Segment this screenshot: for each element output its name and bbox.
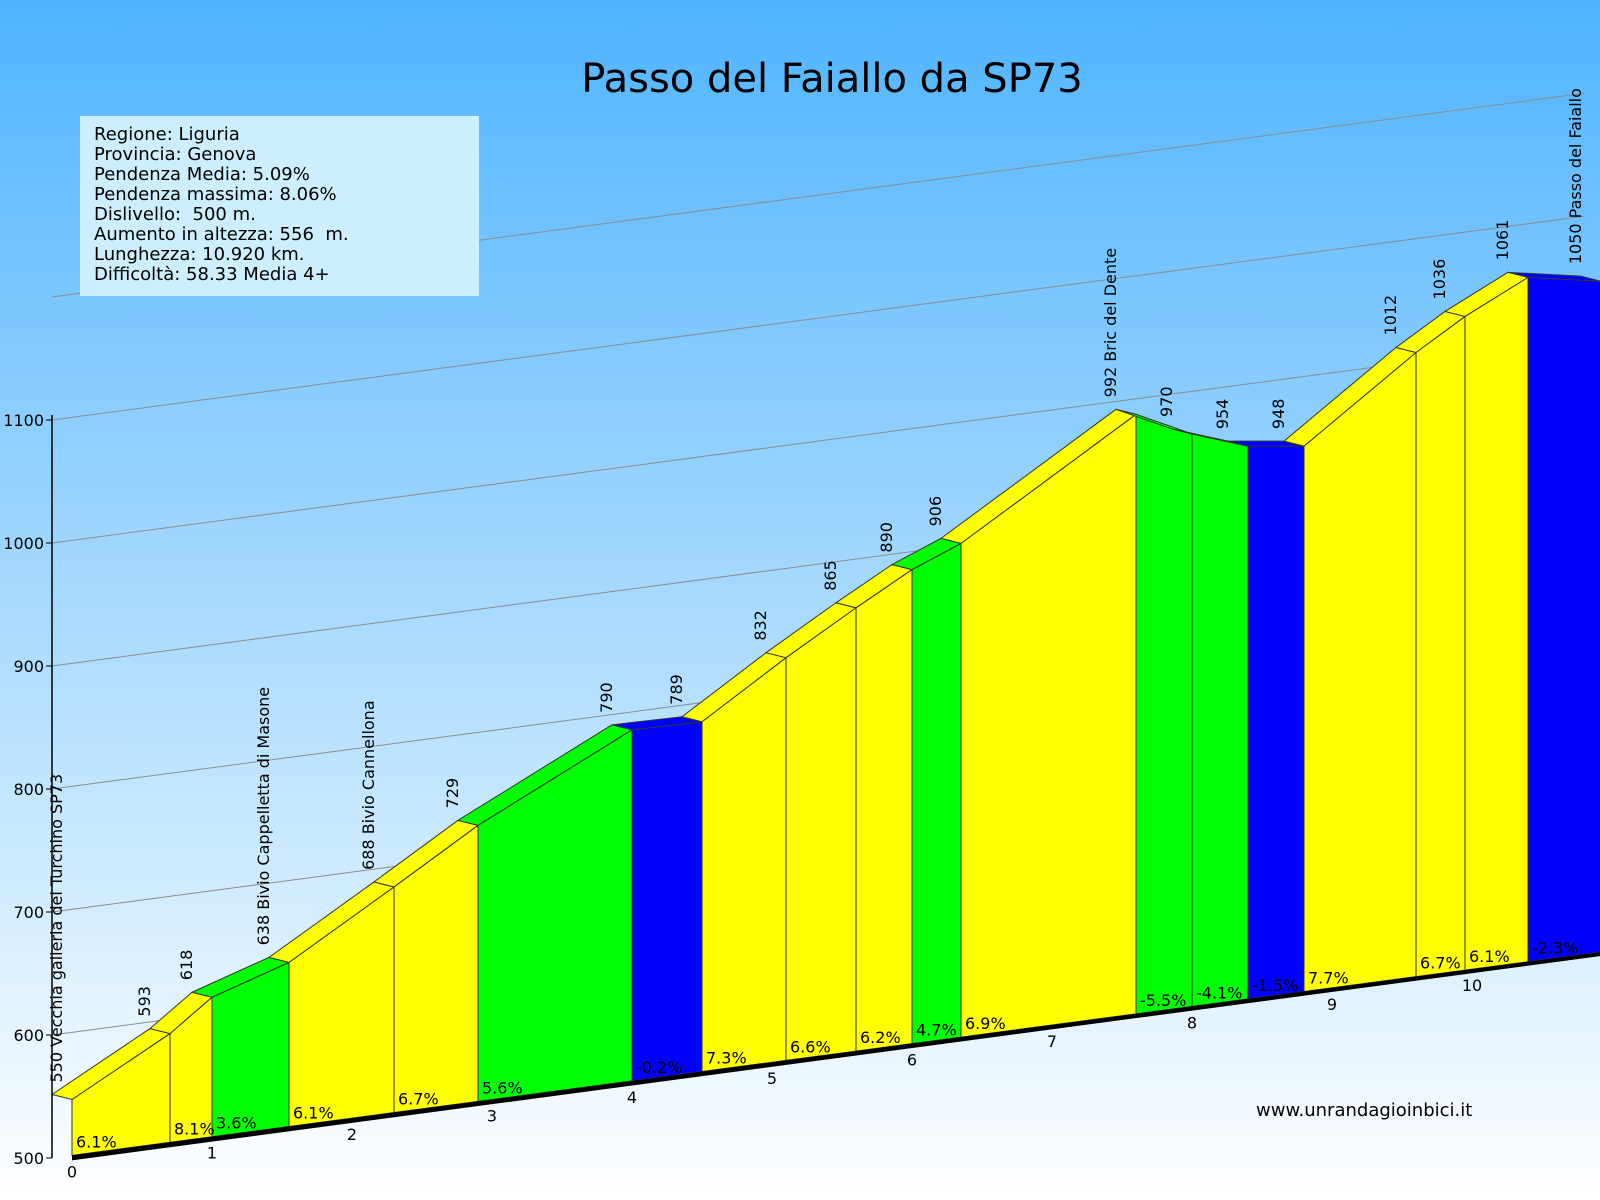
gradient-label: 7.3% <box>706 1049 747 1068</box>
x-tick-label: 0 <box>67 1162 77 1181</box>
info-line: Regione: Liguria <box>94 124 240 145</box>
gradient-label: 6.1% <box>1469 947 1510 966</box>
info-line: Pendenza massima: 8.06% <box>94 184 337 205</box>
segment-face <box>1135 413 1193 1015</box>
x-tick-label: 1 <box>207 1144 217 1163</box>
gridline <box>51 338 1586 544</box>
point-label: 1036 <box>1430 259 1449 300</box>
x-tick-label: 9 <box>1327 995 1337 1014</box>
segment-face <box>1191 433 1249 1007</box>
gradient-label: -5.5% <box>1140 991 1186 1010</box>
point-label: 890 <box>877 522 896 553</box>
point-label: 1050 Passo del Faiallo <box>1566 88 1585 264</box>
point-label: 618 <box>177 950 196 981</box>
gradient-label: -1.5% <box>1252 976 1298 995</box>
info-line: Aumento in altezza: 556 m. <box>94 224 349 245</box>
point-label: 688 Bivio Cannellona <box>359 700 378 870</box>
credit-link[interactable]: www.unrandagioinbici.it <box>1256 1100 1473 1121</box>
gradient-label: 5.6% <box>482 1078 523 1097</box>
point-label: 992 Bric del Dente <box>1101 248 1120 397</box>
gridline <box>51 215 1586 421</box>
point-labels: 6.1% 8.1% 3.6% 6.1% 6.7% 5.6% -0.2% 7.3% 6.6% 6.2… <box>47 88 1585 1151</box>
y-tick-label: 600 <box>13 1026 44 1045</box>
gradient-label: -2.3% <box>1532 939 1578 958</box>
y-tick-label: 900 <box>13 657 44 676</box>
point-label: 638 Bivio Cappelletta di Masone <box>254 687 273 946</box>
gradient-label: 6.7% <box>398 1090 439 1109</box>
point-label: 970 <box>1157 386 1176 417</box>
point-label: 1012 <box>1381 295 1400 336</box>
gradient-label: 6.2% <box>860 1028 901 1047</box>
x-tick-label: 7 <box>1047 1032 1057 1051</box>
gradient-label: 6.9% <box>965 1014 1006 1033</box>
segment-face <box>855 568 913 1052</box>
segment-face <box>1247 445 1305 1000</box>
x-tick-label: 3 <box>487 1106 497 1125</box>
segment-face <box>785 606 857 1061</box>
segment-face <box>1415 315 1466 978</box>
point-label: 832 <box>751 610 770 641</box>
point-label: 550 Vecchia galleria del Turchino SP73 <box>47 774 66 1083</box>
point-label: 729 <box>443 778 462 809</box>
segment-face <box>1464 276 1529 971</box>
segment-face <box>1303 351 1417 993</box>
x-axis <box>72 952 1600 1161</box>
gradient-label: 7.7% <box>1308 968 1349 987</box>
segment-face <box>701 656 787 1073</box>
x-tick-label: 8 <box>1187 1013 1197 1032</box>
point-label: 954 <box>1213 399 1232 430</box>
info-line: Pendenza Media: 5.09% <box>94 164 310 185</box>
profile-body <box>50 271 1600 1156</box>
gradient-label: 6.7% <box>1420 954 1461 973</box>
y-tick-label: 1000 <box>3 534 44 553</box>
gradient-label: -4.1% <box>1196 983 1242 1002</box>
x-tick-label: 10 <box>1462 976 1482 995</box>
x-tick-label: 6 <box>907 1051 917 1070</box>
point-label: 865 <box>821 560 840 591</box>
point-label: 1061 <box>1493 220 1512 261</box>
gradient-label: 6.6% <box>790 1037 831 1056</box>
info-line: Difficoltà: 58.33 Media 4+ <box>94 264 330 285</box>
segment-top <box>1507 271 1600 282</box>
y-tick-label: 800 <box>13 780 44 799</box>
point-label: 906 <box>926 496 945 527</box>
gradient-label: -0.2% <box>636 1058 682 1077</box>
x-tick-label: 5 <box>767 1069 777 1088</box>
gradient-label: 6.1% <box>293 1103 334 1122</box>
gradient-label: 8.1% <box>174 1119 215 1138</box>
segment-face <box>631 721 703 1082</box>
point-label: 790 <box>597 682 616 713</box>
point-label: 593 <box>135 986 154 1017</box>
point-label: 948 <box>1269 399 1288 430</box>
x-tick-label: 4 <box>627 1088 637 1107</box>
y-tick-label: 1100 <box>3 411 44 430</box>
info-line: Provincia: Genova <box>94 144 257 165</box>
point-label: 789 <box>667 674 686 705</box>
y-tick-label: 700 <box>13 903 44 922</box>
gradient-label: 6.1% <box>76 1132 117 1151</box>
y-tick-label: 500 <box>13 1149 44 1168</box>
gradient-label: 3.6% <box>216 1114 257 1133</box>
segment-face <box>911 542 962 1045</box>
info-line: Dislivello: 500 m. <box>94 204 256 225</box>
chart-title: Passo del Faiallo da SP73 <box>581 56 1082 102</box>
x-tick-label: 2 <box>347 1125 357 1144</box>
info-line: Lunghezza: 10.920 km. <box>94 244 305 265</box>
info-box: Regione: Liguria Provincia: Genova Pendenz… <box>80 116 479 296</box>
segment-face <box>1527 276 1600 963</box>
gradient-label: 4.7% <box>916 1021 957 1040</box>
